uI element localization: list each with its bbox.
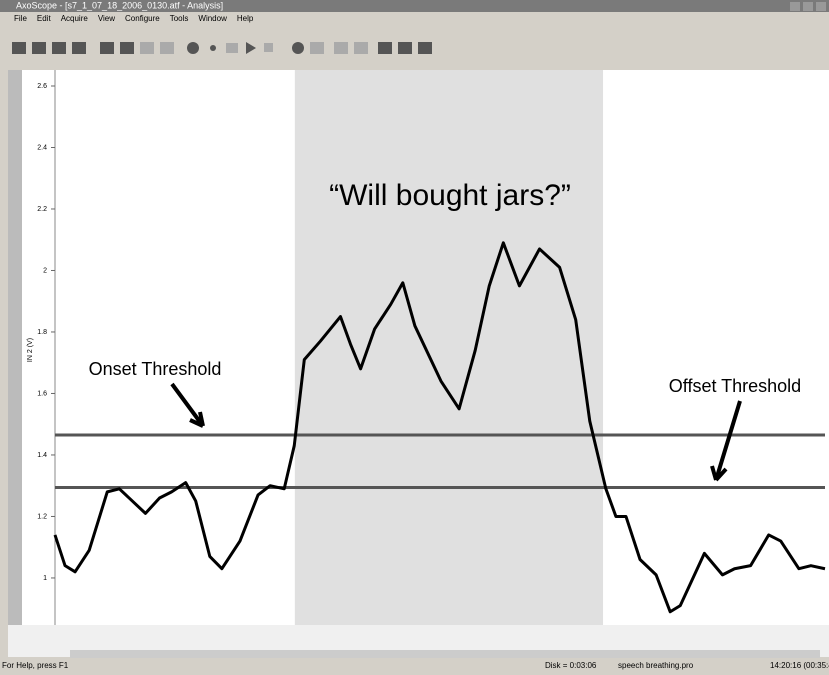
side-scrollbar[interactable] — [8, 70, 22, 625]
horizontal-scrollbar[interactable] — [70, 650, 820, 658]
y-tick-label: 2.4 — [37, 144, 47, 151]
tool-icon[interactable] — [72, 42, 86, 54]
tool-icon[interactable] — [398, 42, 412, 54]
maximize-button[interactable] — [803, 2, 813, 11]
tool-icon[interactable] — [292, 42, 304, 54]
y-tick-label: 1.6 — [37, 390, 47, 397]
tool-icon[interactable] — [378, 42, 392, 54]
tool-icon[interactable] — [32, 42, 46, 54]
tool-icon[interactable] — [226, 43, 238, 53]
menu-item[interactable]: View — [98, 14, 115, 23]
menu-item[interactable]: Window — [198, 14, 227, 23]
status-protocol: speech breathing.pro — [618, 661, 694, 670]
status-bar — [0, 660, 829, 670]
tool-icon[interactable] — [187, 42, 199, 54]
annotation: Offset Threshold — [669, 376, 801, 396]
menu-item[interactable]: Help — [237, 14, 254, 23]
y-tick-label: 2.2 — [37, 206, 47, 213]
menu-item[interactable]: Edit — [37, 14, 52, 23]
menu-item[interactable]: Configure — [125, 14, 160, 23]
tool-icon[interactable] — [354, 42, 368, 54]
menu-bar: File Edit Acquire View Configure Tools Window H… — [14, 14, 254, 23]
tool-icon[interactable] — [100, 42, 114, 54]
y-tick-label: 2 — [43, 267, 47, 274]
tool-icon[interactable] — [334, 42, 348, 54]
status-time: 14:20:16 (00:35:4 — [770, 661, 829, 670]
y-tick-label: 2.6 — [37, 83, 47, 90]
screen: AxoScope - [s7_1_07_18_2006_0130.atf - A… — [0, 0, 829, 670]
status-help: For Help, press F1 — [2, 661, 69, 670]
annotation: “Will bought jars?” — [329, 179, 571, 212]
tool-icon[interactable] — [210, 45, 216, 51]
tool-icon[interactable] — [310, 42, 324, 54]
annotation: Onset Threshold — [89, 359, 222, 379]
menu-item[interactable]: File — [14, 14, 27, 23]
close-button[interactable] — [816, 2, 826, 11]
tool-icon[interactable] — [418, 42, 432, 54]
tool-icon[interactable] — [120, 42, 134, 54]
y-tick-label: 1.2 — [37, 513, 47, 520]
tool-icon[interactable] — [12, 42, 26, 54]
menu-item[interactable]: Acquire — [61, 14, 89, 23]
tool-icon[interactable] — [264, 43, 273, 52]
y-tick-label: 1.8 — [37, 329, 47, 336]
tool-icon[interactable] — [160, 42, 174, 54]
app-window: AxoScope - [s7_1_07_18_2006_0130.atf - A… — [0, 0, 829, 670]
tool-icon[interactable] — [52, 42, 66, 54]
y-tick-label: 1.4 — [37, 452, 47, 459]
highlight-region — [295, 70, 603, 625]
window-title: AxoScope - [s7_1_07_18_2006_0130.atf - A… — [16, 0, 223, 10]
status-disk: Disk = 0:03:06 — [545, 661, 597, 670]
tool-icon[interactable] — [140, 42, 154, 54]
menu-item[interactable]: Tools — [170, 14, 189, 23]
y-axis-label: IN 2 (V) — [27, 338, 34, 362]
tool-icon[interactable] — [246, 42, 256, 54]
minimize-button[interactable] — [790, 2, 800, 11]
toolbar — [12, 42, 432, 54]
y-tick-label: 1 — [43, 575, 47, 582]
